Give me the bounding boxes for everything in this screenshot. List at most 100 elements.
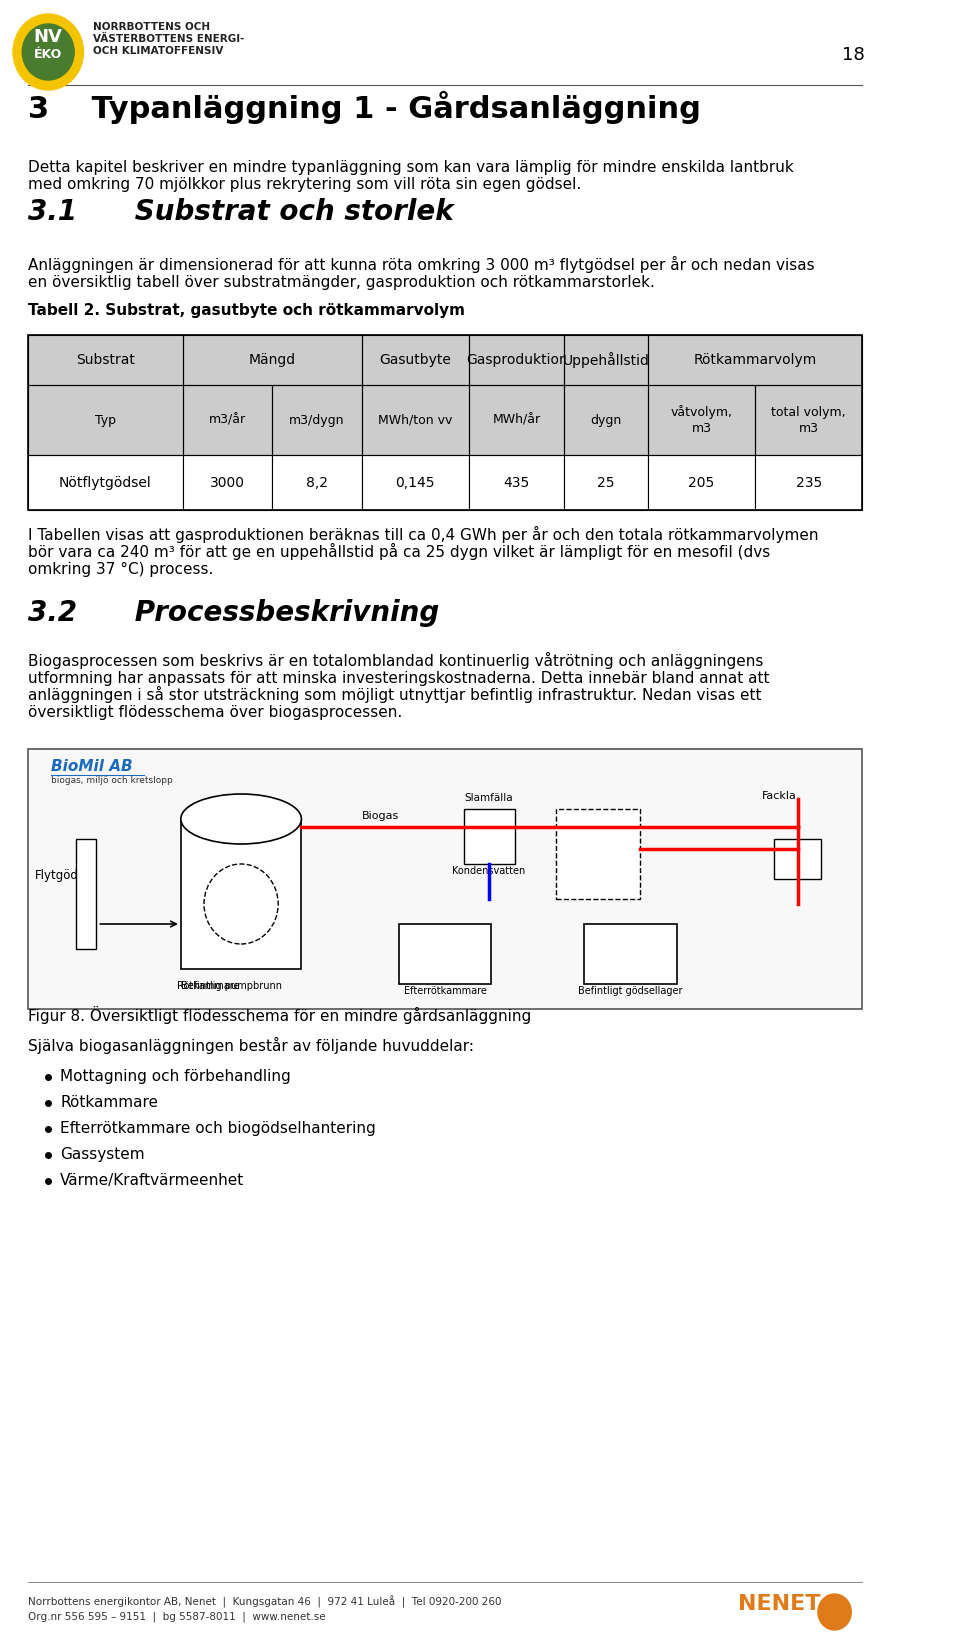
Text: Fackla: Fackla	[761, 791, 797, 801]
Ellipse shape	[180, 795, 301, 844]
Text: Figur 8. Översiktligt flödesschema för en mindre gårdsanläggning: Figur 8. Översiktligt flödesschema för e…	[28, 1006, 531, 1024]
Text: 235: 235	[796, 476, 822, 489]
Bar	[182, 335, 362, 384]
Bar	[273, 384, 362, 455]
Bar	[648, 335, 862, 384]
Bar	[28, 455, 182, 510]
Text: 3.1      Substrat och storlek: 3.1 Substrat och storlek	[28, 198, 453, 226]
Text: bör vara ca 240 m³ för att ge en uppehållstid på ca 25 dygn vilket är lämpligt f: bör vara ca 240 m³ för att ge en uppehål…	[28, 543, 770, 561]
Text: Rötkammarvolym: Rötkammarvolym	[693, 353, 817, 366]
Text: 0,145: 0,145	[396, 476, 435, 489]
Text: Efterrötkammare: Efterrötkammare	[404, 986, 487, 996]
Text: 8,2: 8,2	[306, 476, 328, 489]
Bar	[28, 384, 182, 455]
Text: 3.2      Processbeskrivning: 3.2 Processbeskrivning	[28, 598, 439, 626]
Text: NV: NV	[34, 28, 62, 46]
Text: Gasproduktion: Gasproduktion	[466, 353, 567, 366]
Text: översiktligt flödesschema över biogasprocessen.: översiktligt flödesschema över biogaspro…	[28, 705, 402, 719]
Bar	[182, 384, 273, 455]
Text: våtvolym,
m3: våtvolym, m3	[670, 405, 732, 435]
Text: Mottagning och förbehandling: Mottagning och förbehandling	[60, 1069, 291, 1084]
Bar	[564, 384, 648, 455]
Text: Norrbottens energikontor AB, Nenet  |  Kungsgatan 46  |  972 41 Luleå  |  Tel 09: Norrbottens energikontor AB, Nenet | Kun…	[28, 1596, 501, 1607]
Bar	[469, 455, 564, 510]
Bar	[28, 384, 182, 455]
Text: anläggningen i så stor utsträckning som möjligt utnyttjar befintlig infrastruktu: anläggningen i så stor utsträckning som …	[28, 687, 761, 703]
Text: m3/dygn: m3/dygn	[289, 414, 345, 427]
Text: omkring 37 °C) process.: omkring 37 °C) process.	[28, 562, 213, 577]
Text: Org.nr 556 595 – 9151  |  bg 5587-8011  |  www.nenet.se: Org.nr 556 595 – 9151 | bg 5587-8011 | w…	[28, 1610, 325, 1622]
Bar	[775, 839, 821, 880]
Text: 3    Typanläggning 1 - Gårdsanläggning: 3 Typanläggning 1 - Gårdsanläggning	[28, 92, 701, 124]
Bar	[648, 384, 756, 455]
Circle shape	[818, 1594, 852, 1630]
Circle shape	[22, 25, 74, 80]
Text: Anläggningen är dimensionerad för att kunna röta omkring 3 000 m³ flytgödsel per: Anläggningen är dimensionerad för att ku…	[28, 257, 814, 273]
Text: utformning har anpassats för att minska investeringskostnaderna. Detta innebär b: utformning har anpassats för att minska …	[28, 670, 769, 687]
Text: NORRBOTTENS OCH: NORRBOTTENS OCH	[93, 21, 210, 33]
Text: total volym,
m3: total volym, m3	[772, 405, 846, 435]
Text: biogas, miljö och kretslopp: biogas, miljö och kretslopp	[51, 777, 173, 785]
Bar	[182, 384, 273, 455]
Bar	[585, 924, 677, 984]
Bar	[362, 455, 469, 510]
Text: MWh/ton vv: MWh/ton vv	[378, 414, 452, 427]
Text: Flytgödsel: Flytgödsel	[36, 868, 96, 881]
Text: Själva biogasanläggningen består av följande huvuddelar:: Själva biogasanläggningen består av följ…	[28, 1037, 474, 1055]
Text: Kondensvatten: Kondensvatten	[452, 867, 525, 876]
Text: Biogas: Biogas	[362, 811, 399, 821]
Text: MWh/år: MWh/år	[492, 414, 540, 427]
Bar	[756, 384, 862, 455]
Bar	[76, 839, 96, 948]
Bar	[648, 335, 862, 384]
Text: Biogasprocessen som beskrivs är en totalomblandad kontinuerlig våtrötning och an: Biogasprocessen som beskrivs är en total…	[28, 652, 763, 669]
Text: m3/år: m3/år	[209, 414, 246, 427]
Text: BioMil AB: BioMil AB	[51, 759, 132, 773]
Bar	[28, 335, 182, 384]
Bar	[28, 335, 182, 384]
Text: 18: 18	[842, 46, 865, 64]
Bar	[756, 455, 862, 510]
Text: Gaslager: Gaslager	[573, 840, 623, 850]
Text: Uppehållstid: Uppehållstid	[563, 352, 650, 368]
Bar	[273, 384, 362, 455]
Text: Rötkammare: Rötkammare	[178, 981, 240, 991]
Bar	[557, 809, 640, 899]
Text: I Tabellen visas att gasproduktionen beräknas till ca 0,4 GWh per år och den tot: I Tabellen visas att gasproduktionen ber…	[28, 526, 818, 543]
Bar	[28, 749, 862, 1009]
Bar	[182, 455, 273, 510]
Text: VÄSTERBOTTENS ENERGI-: VÄSTERBOTTENS ENERGI-	[93, 34, 244, 44]
Text: dygn: dygn	[590, 414, 622, 427]
Text: OCH KLIMATOFFENSIV: OCH KLIMATOFFENSIV	[93, 46, 223, 56]
Bar	[182, 335, 362, 384]
Text: Substrat: Substrat	[76, 353, 134, 366]
Text: 205: 205	[688, 476, 714, 489]
Text: Typ: Typ	[95, 414, 116, 427]
Bar	[180, 819, 301, 970]
Bar	[469, 384, 564, 455]
Text: Nötflytgödsel: Nötflytgödsel	[59, 476, 152, 489]
Text: Rötkammare: Rötkammare	[60, 1095, 158, 1110]
Bar	[564, 335, 648, 384]
Bar	[564, 455, 648, 510]
Bar	[28, 335, 862, 510]
Text: Mängd: Mängd	[249, 353, 296, 366]
Bar	[464, 809, 515, 863]
Text: en översiktlig tabell över substratmängder, gasproduktion och rötkammarstorlek.: en översiktlig tabell över substratmängd…	[28, 275, 655, 289]
Text: Detta kapitel beskriver en mindre typanläggning som kan vara lämplig för mindre : Detta kapitel beskriver en mindre typanl…	[28, 160, 794, 193]
Text: Befintlig pumpbrunn: Befintlig pumpbrunn	[180, 981, 282, 991]
Bar	[469, 384, 564, 455]
Bar	[362, 335, 469, 384]
Bar	[469, 335, 564, 384]
Bar	[362, 384, 469, 455]
Text: Tabell 2. Substrat, gasutbyte och rötkammarvolym: Tabell 2. Substrat, gasutbyte och rötkam…	[28, 302, 465, 317]
Bar	[362, 384, 469, 455]
Text: ÉKO: ÉKO	[34, 47, 61, 60]
Text: Befintligt gödsellager: Befintligt gödsellager	[578, 986, 683, 996]
Bar	[273, 455, 362, 510]
Text: Efterrötkammare och biogödselhantering: Efterrötkammare och biogödselhantering	[60, 1122, 376, 1136]
Bar	[469, 335, 564, 384]
Text: Värme/Kraftvärmeenhet: Värme/Kraftvärmeenhet	[60, 1172, 245, 1189]
Bar	[564, 384, 648, 455]
Circle shape	[13, 15, 84, 90]
